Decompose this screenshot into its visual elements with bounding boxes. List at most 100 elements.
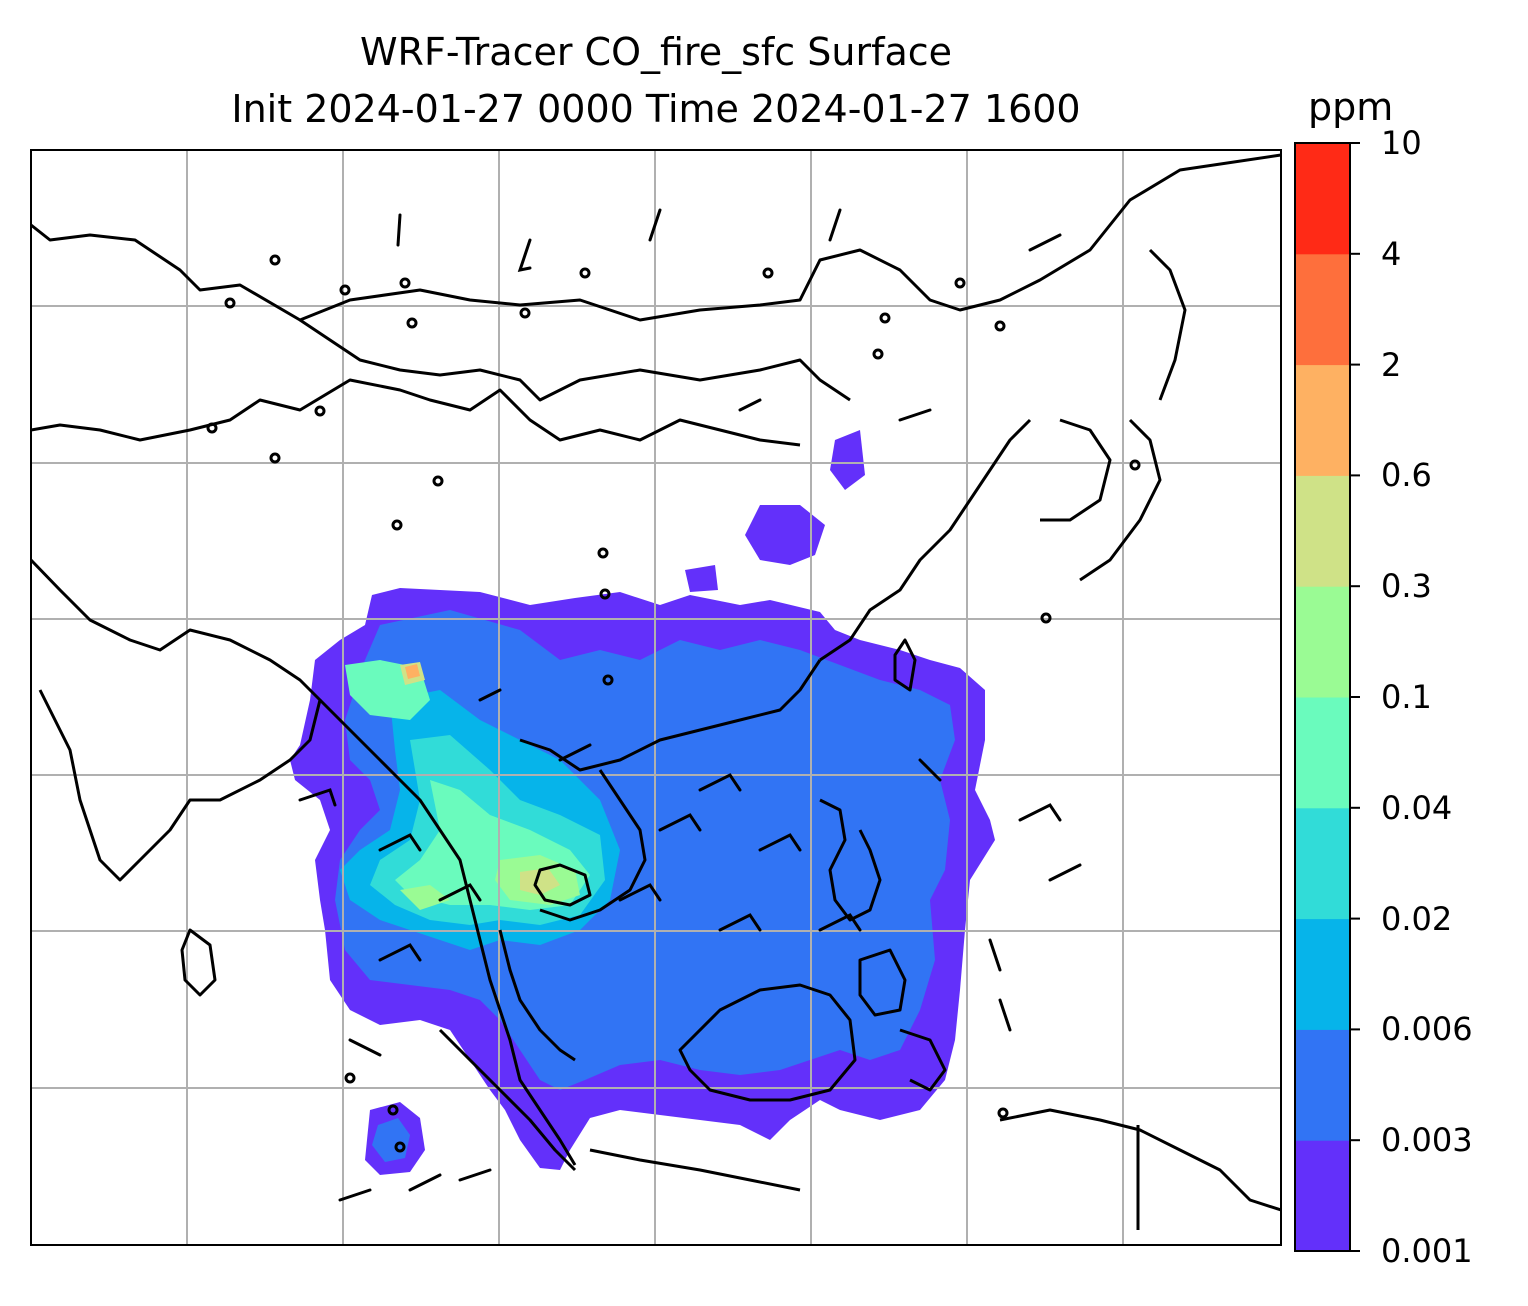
wind-barb	[648, 208, 662, 242]
coastline	[819, 798, 882, 922]
calm-wind-marker	[394, 1141, 406, 1153]
coastline	[318, 698, 577, 1166]
concentration-band-0001-north2	[685, 565, 718, 592]
wind-barbs	[206, 208, 1141, 1202]
concentration-band-0001-north	[745, 505, 825, 565]
coastline	[438, 1028, 577, 1172]
wind-barb	[988, 938, 1002, 972]
calm-wind-marker	[599, 588, 611, 600]
wind-barb	[828, 208, 842, 242]
map-title-line-1: WRF-Tracer CO_fire_sfc Surface	[359, 30, 953, 74]
coastline	[1148, 248, 1187, 401]
wind-barb	[618, 883, 662, 902]
wind-barb	[478, 688, 502, 702]
wind-barb	[1048, 863, 1082, 882]
colorbar-tick-label: 4	[1381, 234, 1402, 273]
wind-barb	[918, 758, 942, 782]
coastline	[1040, 418, 1112, 522]
coastline	[899, 1028, 947, 1092]
colorbar-tick-label: 0.1	[1381, 678, 1432, 716]
lat-lon-gridlines	[31, 150, 1281, 1245]
concentration-band-01-b	[400, 885, 450, 910]
wind-barb	[718, 913, 762, 932]
wind-barb	[378, 943, 422, 962]
border-line	[31, 153, 1281, 322]
border-line	[299, 318, 851, 402]
colorbar	[1294, 142, 1360, 1252]
calm-wind-marker	[872, 348, 884, 360]
coastline	[539, 769, 647, 922]
wind-barb	[438, 883, 482, 902]
calm-wind-marker	[387, 1104, 399, 1116]
colorbar-segment	[1295, 586, 1350, 698]
colorbar-tick-label: 0.6	[1381, 456, 1432, 495]
colorbar-tick-label: 0.02	[1381, 899, 1453, 938]
coastline	[678, 983, 857, 1102]
calm-wind-marker	[432, 475, 444, 487]
coastline	[893, 638, 917, 692]
calm-wind-marker	[391, 519, 403, 531]
calm-wind-marker	[406, 317, 418, 329]
colorbar-segment	[1295, 1140, 1350, 1252]
coastline	[533, 863, 592, 907]
coastline	[819, 418, 1032, 662]
colorbar-segment	[1295, 475, 1350, 587]
calm-wind-marker	[314, 405, 326, 417]
wind-barb	[348, 1038, 382, 1057]
colorbar-tick-label: 0.04	[1381, 788, 1453, 827]
calm-wind-marker	[579, 267, 591, 279]
map-title-line-2: Init 2024-01-27 0000 Time 2024-01-27 160…	[231, 87, 1081, 131]
wind-barb	[898, 408, 932, 422]
calm-wind-marker	[519, 307, 531, 319]
concentration-band-0001-north3	[830, 430, 865, 490]
colorbar-tick-label: 2	[1381, 345, 1402, 384]
calm-wind-marker	[224, 297, 236, 309]
calm-wind-marker	[994, 320, 1006, 332]
wind-barb	[396, 213, 402, 247]
coastline	[519, 659, 822, 772]
concentration-band-06	[405, 664, 420, 679]
coastline	[858, 948, 907, 1017]
wind-barb	[558, 743, 592, 762]
map-frame	[30, 149, 1282, 1246]
calm-wind-marker	[997, 1107, 1009, 1119]
wind-barb	[338, 1188, 372, 1202]
wind-barb	[1018, 803, 1062, 822]
coastline	[999, 1108, 1281, 1212]
colorbar-segment	[1295, 807, 1350, 920]
wind-barb	[298, 788, 337, 807]
colorbar-tick-label: 0.006	[1381, 1010, 1473, 1049]
wind-barb	[378, 833, 422, 852]
calm-wind-marker	[762, 267, 774, 279]
calm-wind-marker	[597, 547, 609, 559]
calm-wind-marker	[602, 674, 614, 686]
coastlines-and-borders	[31, 153, 1281, 1230]
wind-barb	[517, 238, 532, 272]
co-concentration-field	[290, 430, 995, 1175]
coastline	[589, 1148, 801, 1192]
coastline	[31, 558, 322, 882]
colorbar-tick-label: 10	[1381, 124, 1422, 162]
calm-wind-marker	[399, 277, 411, 289]
wind-barb	[818, 913, 862, 932]
border-line	[31, 378, 801, 447]
calm-wind-marker	[1129, 459, 1141, 471]
colorbar-tick-label: 0.001	[1381, 1232, 1473, 1270]
wind-barb	[408, 1173, 442, 1192]
colorbar-segment	[1295, 697, 1350, 809]
wind-barb	[1028, 233, 1062, 252]
calm-wind-marker	[206, 422, 218, 434]
colorbar-tick-label: 0.3	[1381, 567, 1432, 606]
calm-wind-marker	[339, 284, 351, 296]
calm-wind-marker	[1040, 612, 1052, 624]
wind-barb	[698, 773, 742, 792]
calm-wind-marker	[954, 277, 966, 289]
coastline	[1079, 418, 1162, 582]
wind-barb	[458, 1168, 492, 1182]
calm-wind-marker	[269, 452, 281, 464]
colorbar-segment	[1295, 918, 1350, 1030]
coastline	[180, 928, 217, 997]
coastline	[498, 929, 576, 1062]
colorbar-segment	[1295, 1029, 1350, 1141]
